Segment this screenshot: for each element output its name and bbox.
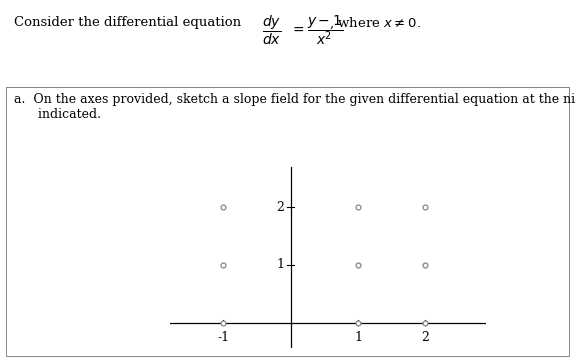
Text: 1: 1 (276, 258, 284, 272)
Text: 1: 1 (354, 331, 362, 344)
Text: 2: 2 (421, 331, 430, 344)
Text: , where $x \neq 0.$: , where $x \neq 0.$ (329, 15, 421, 31)
FancyBboxPatch shape (6, 87, 569, 356)
Text: -1: -1 (217, 331, 229, 344)
Text: 2: 2 (276, 201, 284, 214)
Text: Consider the differential equation: Consider the differential equation (14, 16, 241, 29)
Text: a.  On the axes provided, sketch a slope field for the given differential equati: a. On the axes provided, sketch a slope … (14, 93, 575, 121)
Text: $\dfrac{dy}{dx}$: $\dfrac{dy}{dx}$ (262, 13, 281, 47)
Text: $=\dfrac{y-1}{x^2}$: $=\dfrac{y-1}{x^2}$ (290, 13, 343, 47)
